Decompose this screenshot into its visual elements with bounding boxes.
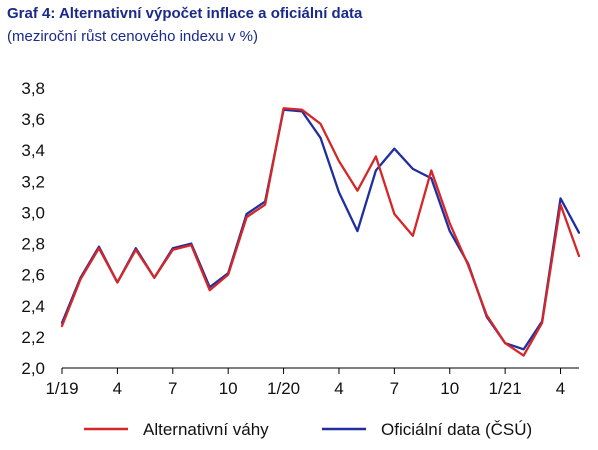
y-tick-label: 2,6 [21, 266, 45, 285]
y-tick-label: 3,6 [21, 110, 45, 129]
x-tick-label: 4 [556, 379, 565, 398]
series-lines [60, 107, 581, 357]
x-tick-label: 7 [168, 379, 177, 398]
series-line-oficialni-data [60, 108, 581, 351]
y-tick-label: 2,2 [21, 328, 45, 347]
x-tick-label: 7 [390, 379, 399, 398]
series-line-alternativni-vahy [60, 107, 581, 357]
y-tick-label: 3,2 [21, 172, 45, 191]
y-tick-label: 3,0 [21, 203, 45, 222]
y-tick-label: 2,8 [21, 235, 45, 254]
y-tick-label: 3,8 [21, 79, 45, 98]
x-tick-label: 1/19 [45, 379, 78, 398]
x-tick-label: 10 [219, 379, 238, 398]
legend-item-alternativni-vahy: Alternativní váhy [84, 420, 269, 439]
x-axis-ticks: 1/19 4 7 10 1/20 4 7 10 1/21 4 [45, 368, 565, 398]
y-tick-label: 3,4 [21, 141, 45, 160]
x-tick-label: 1/21 [489, 379, 522, 398]
y-axis-tick-labels: 2,0 2,2 2,4 2,6 2,8 3,0 3,2 3,4 3,6 3,8 [21, 79, 45, 378]
x-tick-label: 10 [440, 379, 459, 398]
legend: Alternativní váhy Oficiální data (ČSÚ) [84, 420, 532, 439]
y-tick-label: 2,4 [21, 297, 45, 316]
legend-item-oficialni-data: Oficiální data (ČSÚ) [322, 420, 532, 439]
legend-label: Oficiální data (ČSÚ) [381, 420, 532, 439]
chart-subtitle: (meziroční růst cenového indexu v %) [7, 28, 258, 45]
x-tick-label: 4 [113, 379, 122, 398]
y-tick-label: 2,0 [21, 359, 45, 378]
chart-title: Graf 4: Alternativní výpočet inflace a o… [7, 5, 363, 22]
legend-label: Alternativní váhy [143, 420, 269, 439]
x-tick-label: 1/20 [267, 379, 300, 398]
x-tick-label: 4 [334, 379, 343, 398]
